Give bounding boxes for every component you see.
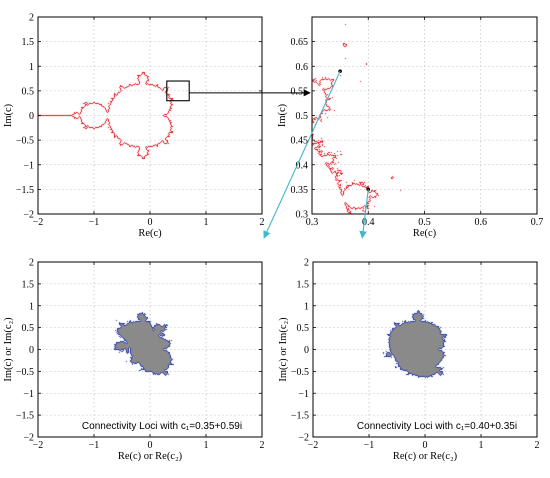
y-tick-label: −2 (23, 433, 34, 444)
x-tick-label: 2 (535, 440, 540, 451)
fractal-image (38, 17, 262, 214)
x-tick-label: −1 (89, 217, 100, 228)
x-tick-label: 2 (260, 217, 265, 228)
fractal-connectivity-locus (38, 262, 262, 437)
y-tick-label: −2 (23, 210, 34, 221)
x-tick-label: 1 (204, 217, 209, 228)
y-axis-label: Im(c) or Im(c₂) (3, 317, 14, 382)
y-tick-label: 2 (29, 258, 34, 269)
y-tick-label: 1.5 (22, 37, 35, 48)
y-axis-label: Im(c) (277, 103, 288, 127)
x-tick-label: −2 (308, 440, 319, 451)
y-tick-label: 0.4 (296, 160, 309, 171)
y-tick-label: 0 (29, 111, 34, 122)
fractal-mandelbrot-boundary (38, 17, 262, 214)
y-tick-label: 1.5 (22, 279, 35, 290)
y-tick-label: 2 (304, 258, 309, 269)
y-tick-label: 0.5 (297, 323, 310, 334)
panel-br: −2 −1 0 1 2 −2 −1.5 −1 −0.5 0 0.5 1 1.5 2 Re(c) or Re(… (278, 258, 540, 463)
y-tick-label: −2 (298, 433, 309, 444)
y-tick-label: −1 (298, 389, 309, 400)
y-tick-label: 0.45 (291, 136, 309, 147)
y-tick-label: 1 (304, 301, 309, 312)
annotation-text: Connectivity Loci with c₁=0.35+0.59i (82, 421, 242, 432)
fractal-mandelbrot-boundary (312, 17, 537, 214)
y-tick-label: 0 (29, 345, 34, 356)
x-axis-label: Re(c) (413, 228, 437, 239)
y-tick-label: −0.5 (16, 367, 34, 378)
panel-tl: −2 −1 0 1 2 −2 −1.5 −1 −0.5 0 0.5 1 1.5 2 Re(c) Im(c) (3, 13, 265, 240)
x-tick-label: 0 (148, 217, 153, 228)
y-tick-label: 0.5 (22, 86, 35, 97)
y-tick-label: 1 (29, 62, 34, 73)
annotation-text: Connectivity Loci with c₁=0.40+0.35i (357, 421, 517, 432)
y-tick-label: 1 (29, 301, 34, 312)
arrow-c1-b (359, 189, 369, 239)
x-tick-label: −1 (89, 440, 100, 451)
y-tick-label: −0.5 (16, 136, 34, 147)
x-axis-label: Re(c) (138, 228, 162, 239)
x-axis-label: Re(c) or Re(c₂) (118, 451, 183, 462)
panel-bl: −2 −1 0 1 2 −2 −1.5 −1 −0.5 0 0.5 1 1.5 2 Re(c) or Re(… (3, 258, 265, 463)
x-tick-label: −2 (33, 217, 44, 228)
y-tick-label: 1.5 (297, 279, 310, 290)
fractal-connectivity-locus (313, 262, 537, 437)
panels: −2 −1 0 1 2−2−1.5−1−0.500.511.52Re(c)Im(c)0.… (3, 13, 543, 463)
x-tick-label: 0 (148, 440, 153, 451)
fractal-image (38, 262, 262, 437)
fractal-image (312, 17, 537, 214)
x-tick-label: 0.3 (306, 217, 319, 228)
y-tick-label: −1.5 (291, 411, 309, 422)
fractal-image (313, 262, 537, 437)
y-tick-label: 0.5 (296, 111, 309, 122)
y-tick-label: −1 (23, 389, 34, 400)
y-tick-label: 0.65 (291, 37, 309, 48)
y-tick-label: −1.5 (16, 185, 34, 196)
x-tick-label: −1 (364, 440, 375, 451)
x-tick-label: 1 (204, 440, 209, 451)
panel-tr: 0.3 0.4 0.5 0.6 0.7 0.3 0.35 0.4 0.45 0.5 0.55 0.6 0… (277, 16, 544, 239)
y-tick-label: −1 (23, 160, 34, 171)
zoom-box (166, 80, 190, 102)
y-tick-label: 0 (304, 345, 309, 356)
x-tick-label: 0.4 (362, 217, 375, 228)
y-axis-label: Im(c) or Im(c₂) (278, 317, 289, 382)
x-tick-label: 0.6 (475, 217, 488, 228)
y-tick-label: 0.35 (291, 185, 309, 196)
arrow-c1-a (263, 70, 341, 239)
x-tick-label: 2 (260, 440, 265, 451)
x-tick-label: 1 (479, 440, 484, 451)
y-tick-label: −0.5 (291, 367, 309, 378)
x-tick-label: 0 (423, 440, 428, 451)
y-tick-label: 0.3 (296, 210, 309, 221)
y-axis-label: Im(c) (3, 103, 14, 127)
arrow-overlay (189, 70, 369, 239)
x-tick-label: 0.5 (418, 217, 431, 228)
x-axis-label: Re(c) or Re(c₂) (393, 451, 458, 462)
y-tick-label: 2 (29, 13, 34, 24)
y-tick-label: 0.55 (291, 86, 309, 97)
y-tick-label: −1.5 (16, 411, 34, 422)
x-tick-label: 0.7 (531, 217, 544, 228)
x-tick-label: −2 (33, 440, 44, 451)
y-tick-label: 0.6 (296, 62, 309, 73)
y-tick-label: 0.5 (22, 323, 35, 334)
